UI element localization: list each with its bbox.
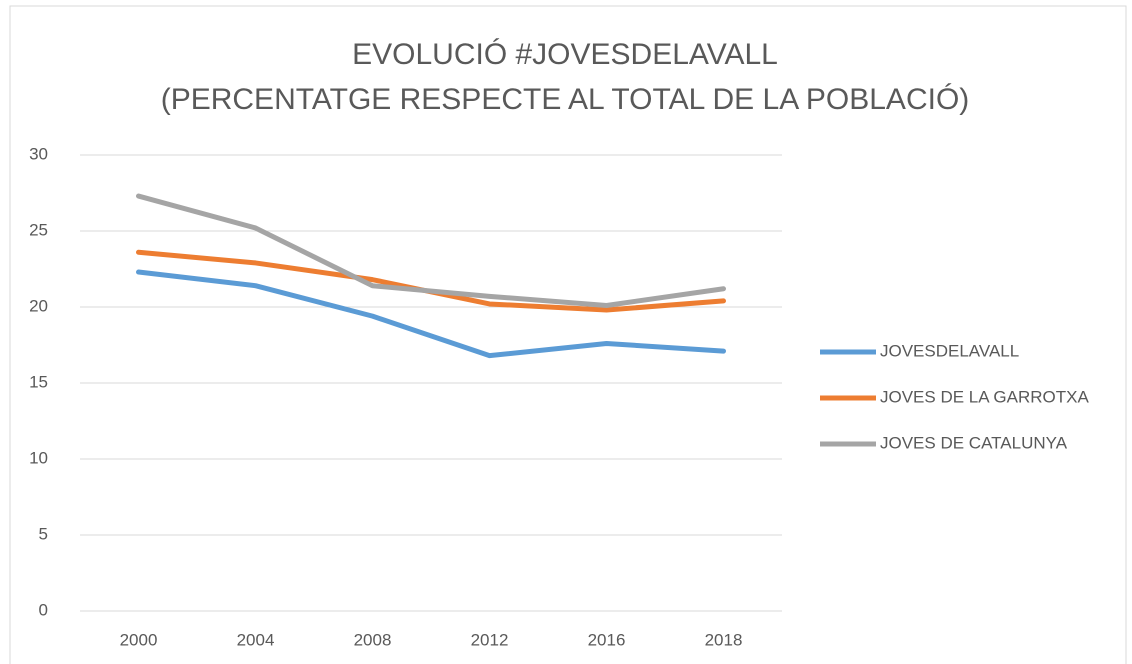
chart-title: EVOLUCIÓ #JOVESDELAVALL — [352, 38, 778, 71]
x-tick-label: 2004 — [237, 630, 275, 649]
y-tick-label: 30 — [29, 144, 48, 163]
x-tick-label: 2000 — [120, 630, 158, 649]
legend-label: JOVES DE LA GARROTXA — [880, 387, 1089, 406]
y-tick-label: 25 — [29, 220, 48, 239]
y-tick-label: 20 — [29, 296, 48, 315]
legend-label: JOVESDELAVALL — [880, 341, 1019, 360]
x-tick-label: 2016 — [588, 630, 626, 649]
legend-label: JOVES DE CATALUNYA — [880, 433, 1068, 452]
y-tick-label: 10 — [29, 448, 48, 467]
x-tick-label: 2008 — [354, 630, 392, 649]
y-tick-label: 15 — [29, 372, 48, 391]
chart-border — [9, 5, 1127, 664]
series-line — [136, 193, 726, 308]
x-tick-label: 2012 — [471, 630, 509, 649]
chart-subtitle: (PERCENTATGE RESPECTE AL TOTAL DE LA POB… — [161, 83, 970, 116]
series-line — [136, 269, 726, 359]
y-tick-label: 5 — [39, 524, 48, 543]
x-tick-label: 2018 — [705, 630, 743, 649]
y-tick-label: 0 — [39, 600, 48, 619]
